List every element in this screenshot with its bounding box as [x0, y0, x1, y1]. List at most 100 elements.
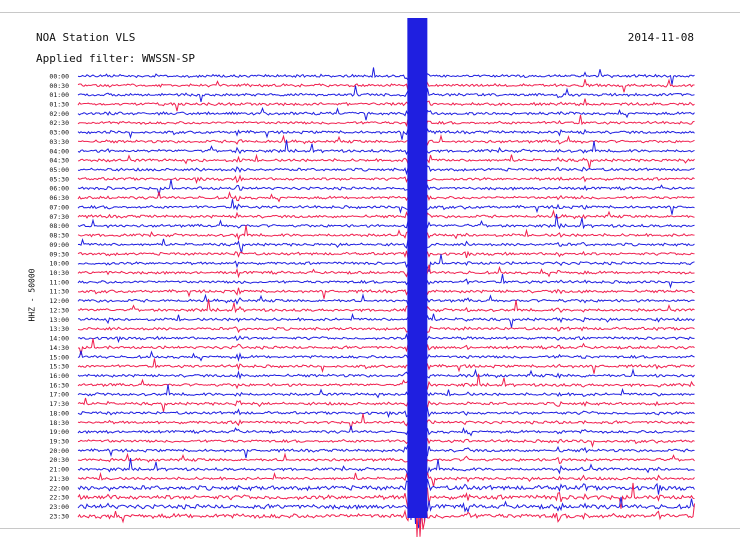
row-time-label: 00:00	[49, 72, 69, 80]
row-time-label: 00:30	[49, 82, 69, 90]
bottom-rule	[0, 528, 740, 529]
trace-row	[77, 264, 695, 286]
row-time-label: 06:30	[49, 194, 69, 202]
trace-row	[77, 209, 695, 227]
trace-row	[77, 338, 695, 361]
trace-row	[77, 483, 695, 528]
row-time-label: 21:00	[49, 466, 69, 474]
row-time-label: 13:30	[49, 325, 69, 333]
row-time-label: 04:00	[49, 147, 69, 155]
trace-row	[77, 235, 695, 254]
row-time-label: 04:30	[49, 157, 69, 165]
row-time-label: 12:30	[49, 306, 69, 314]
trace-row	[77, 101, 695, 121]
row-time-label: 15:00	[49, 353, 69, 361]
trace-row	[77, 384, 695, 405]
row-time-label: 07:00	[49, 203, 69, 211]
trace-row	[77, 139, 695, 161]
row-time-label: 07:30	[49, 213, 69, 221]
station-title: NOA Station VLS	[36, 31, 136, 44]
trace-row	[77, 347, 695, 364]
trace-row	[77, 318, 695, 334]
row-time-label: 05:00	[49, 166, 69, 174]
row-time-label: 19:00	[49, 428, 69, 436]
trace-row	[77, 331, 695, 349]
row-time-label: 13:00	[49, 316, 69, 324]
trace-row	[77, 419, 695, 443]
row-time-label: 22:30	[49, 494, 69, 502]
trace-row	[77, 85, 695, 107]
row-time-label: 21:30	[49, 475, 69, 483]
row-time-label: 23:30	[49, 512, 69, 520]
row-time-label: 20:30	[49, 456, 69, 464]
row-time-label: 11:30	[49, 288, 69, 296]
trace-row	[77, 413, 695, 430]
row-time-label: 09:30	[49, 250, 69, 258]
trace-row	[77, 373, 695, 391]
row-time-label: 02:00	[49, 110, 69, 118]
row-time-label: 17:00	[49, 391, 69, 399]
trace-row	[77, 179, 695, 202]
row-time-label: 16:30	[49, 381, 69, 389]
trace-row	[78, 312, 695, 330]
filter-subtitle: Applied filter: WWSSN-SP	[36, 52, 195, 65]
row-time-label: 14:30	[49, 344, 69, 352]
row-time-label: 02:30	[49, 119, 69, 127]
row-time-label: 11:00	[49, 278, 69, 286]
trace-row	[77, 434, 695, 461]
trace-row	[77, 298, 695, 322]
trace-row	[77, 67, 695, 87]
row-time-label: 01:30	[49, 100, 69, 108]
row-time-label: 22:00	[49, 484, 69, 492]
row-time-label: 12:00	[49, 297, 69, 305]
row-time-label: 20:00	[49, 447, 69, 455]
trace-row	[77, 272, 695, 289]
trace-row	[77, 172, 695, 192]
date-label: 2014-11-08	[627, 31, 694, 44]
row-time-label: 06:00	[49, 185, 69, 193]
trace-row	[77, 479, 695, 518]
trace-row	[77, 458, 695, 487]
trace-row	[77, 427, 695, 451]
row-time-label: 05:30	[49, 175, 69, 183]
row-time-label: 03:00	[49, 129, 69, 137]
row-time-label: 10:00	[49, 260, 69, 268]
trace-row	[77, 396, 695, 414]
trace-row	[77, 404, 695, 425]
row-time-label: 18:00	[49, 409, 69, 417]
row-time-label: 14:00	[49, 335, 69, 343]
row-time-label: 19:30	[49, 438, 69, 446]
row-time-label: 10:30	[49, 269, 69, 277]
trace-row	[77, 252, 695, 276]
trace-row	[77, 292, 695, 313]
trace-row	[77, 490, 695, 538]
trace-row	[77, 96, 695, 114]
row-time-label: 16:00	[49, 372, 69, 380]
trace-row	[77, 77, 695, 96]
trace-row	[77, 162, 695, 179]
top-rule	[0, 12, 740, 13]
trace-row	[77, 213, 695, 236]
row-time-label: 17:30	[49, 400, 69, 408]
row-time-label: 23:00	[49, 503, 69, 511]
trace-row	[77, 363, 695, 386]
trace-row	[77, 243, 695, 264]
row-time-label: 08:30	[49, 232, 69, 240]
row-time-label: 18:30	[49, 419, 69, 427]
trace-row	[77, 446, 695, 471]
trace-row	[77, 125, 695, 145]
trace-row	[77, 458, 695, 494]
trace-row	[77, 130, 695, 150]
row-time-label: 15:30	[49, 363, 69, 371]
saturated-burst	[407, 18, 428, 518]
trace-row	[77, 279, 695, 301]
row-time-label: 03:30	[49, 138, 69, 146]
trace-row	[77, 113, 695, 128]
trace-row	[77, 467, 695, 505]
trace-row	[77, 357, 695, 375]
trace-row	[77, 150, 695, 170]
trace-row	[77, 199, 695, 219]
trace-row	[77, 187, 695, 209]
